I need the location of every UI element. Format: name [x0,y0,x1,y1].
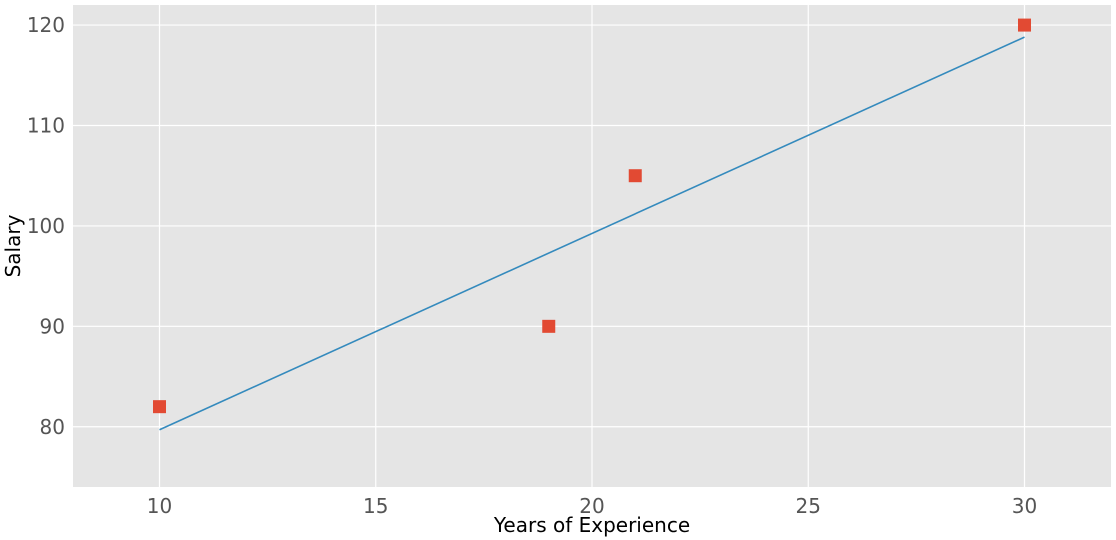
y-tick-label: 110 [27,114,65,138]
y-tick-label: 100 [27,214,65,238]
fit-line [159,36,1025,431]
x-tick-label: 10 [147,494,172,518]
grid-lines [73,5,1111,487]
data-point [153,400,166,414]
data-point [1018,18,1031,32]
data-point [542,319,556,333]
x-tick-labels: 10 15 20 25 30 [147,494,1037,518]
data-point [628,169,642,183]
points-layer [153,18,1031,414]
y-axis-label: Salary [1,214,25,277]
fit-line-layer [159,36,1025,431]
x-tick-label: 25 [796,494,821,518]
x-tick-label: 15 [363,494,388,518]
x-tick-label: 20 [579,494,604,518]
x-tick-label: 30 [1012,494,1037,518]
y-tick-labels: 80 90 100 110 120 [27,13,65,439]
y-tick-label: 90 [40,314,65,338]
y-tick-label: 120 [27,13,65,37]
y-tick-label: 80 [40,415,65,439]
x-axis-label: Years of Experience [493,513,690,537]
